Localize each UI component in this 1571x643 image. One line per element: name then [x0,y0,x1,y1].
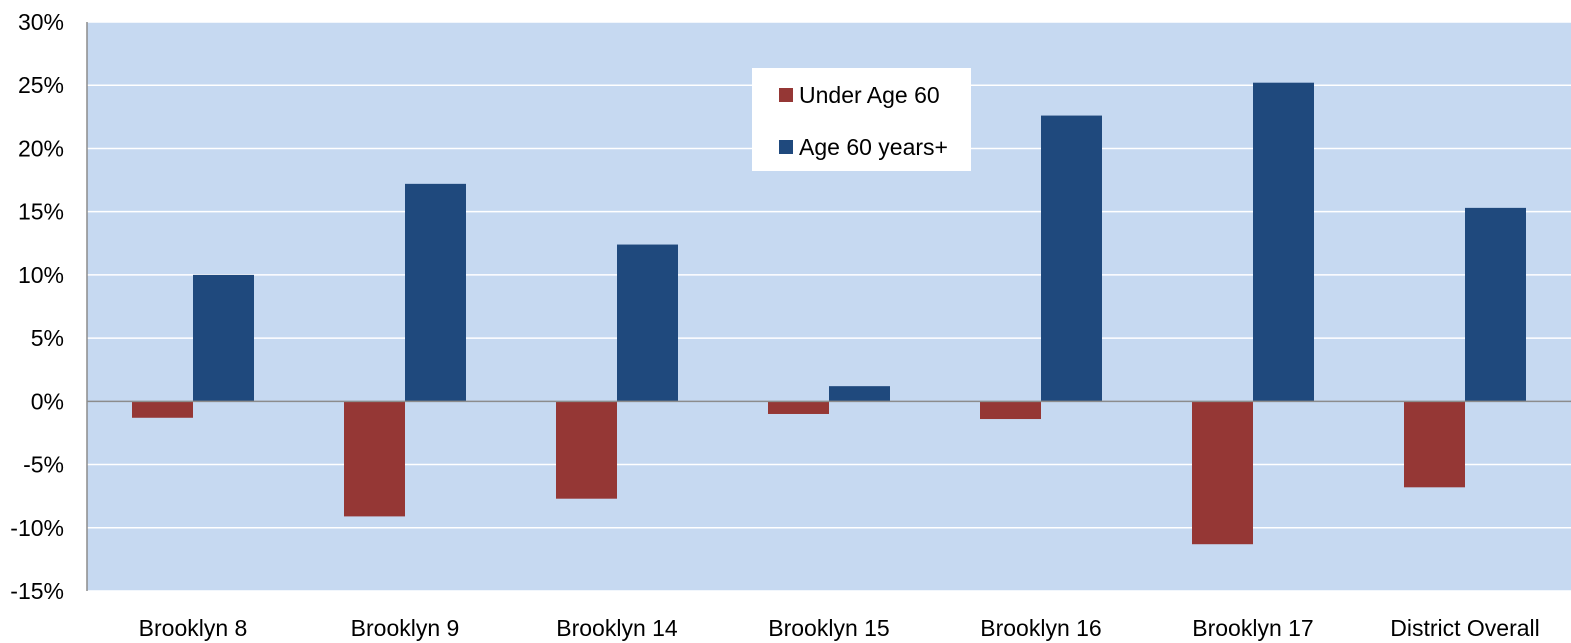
bar-age-60-plus-3 [617,244,678,402]
y-tick-label: 15% [18,199,64,225]
bar-age-60-plus-4 [829,386,890,402]
bar-under-age-60-3 [556,401,617,499]
x-tick-label: Brooklyn 16 [980,615,1101,641]
legend-label-age-60-plus: Age 60 years+ [799,134,948,160]
x-axis-ticks: Brooklyn 8 Brooklyn 9 Brooklyn 14 Brooklyn … [139,615,1540,641]
y-tick-label: 25% [18,72,64,98]
bar-under-age-60-5 [980,401,1041,420]
x-tick-label: Brooklyn 15 [768,615,889,641]
y-tick-label: 30% [18,9,64,35]
x-tick-label: Brooklyn 8 [139,615,248,641]
bar-under-age-60-4 [768,401,829,414]
x-tick-label: Brooklyn 14 [556,615,678,641]
y-tick-label: 20% [18,135,64,161]
y-tick-label: -15% [10,578,64,604]
y-tick-label: 10% [18,262,64,288]
y-tick-label: -10% [10,515,64,541]
bars [132,82,1526,545]
y-tick-label: 0% [31,388,64,414]
bar-age-60-plus-1 [193,274,254,402]
legend-label-under-age-60: Under Age 60 [799,82,940,108]
bar-under-age-60-6 [1192,401,1253,545]
x-tick-label: Brooklyn 17 [1192,615,1313,641]
legend-swatch-age-60-plus [779,140,793,154]
bar-age-60-plus-2 [405,183,466,402]
x-tick-label: Brooklyn 9 [351,615,460,641]
gridlines [87,21,1571,592]
legend-swatch-under-age-60 [779,88,793,102]
x-tick-label: District Overall [1390,615,1540,641]
bar-age-60-plus-7 [1465,207,1526,402]
y-tick-label: -5% [23,452,64,478]
y-axis-ticks: 30% 25% 20% 15% 10% 5% 0% -5% -10% -15% [10,9,64,604]
bar-under-age-60-2 [344,401,405,517]
y-tick-label: 5% [31,325,64,351]
bar-age-60-plus-5 [1041,115,1102,402]
bar-under-age-60-1 [132,401,193,418]
legend: Under Age 60 Age 60 years+ [752,68,971,171]
bar-under-age-60-7 [1404,401,1465,488]
bar-age-60-plus-6 [1253,82,1314,402]
